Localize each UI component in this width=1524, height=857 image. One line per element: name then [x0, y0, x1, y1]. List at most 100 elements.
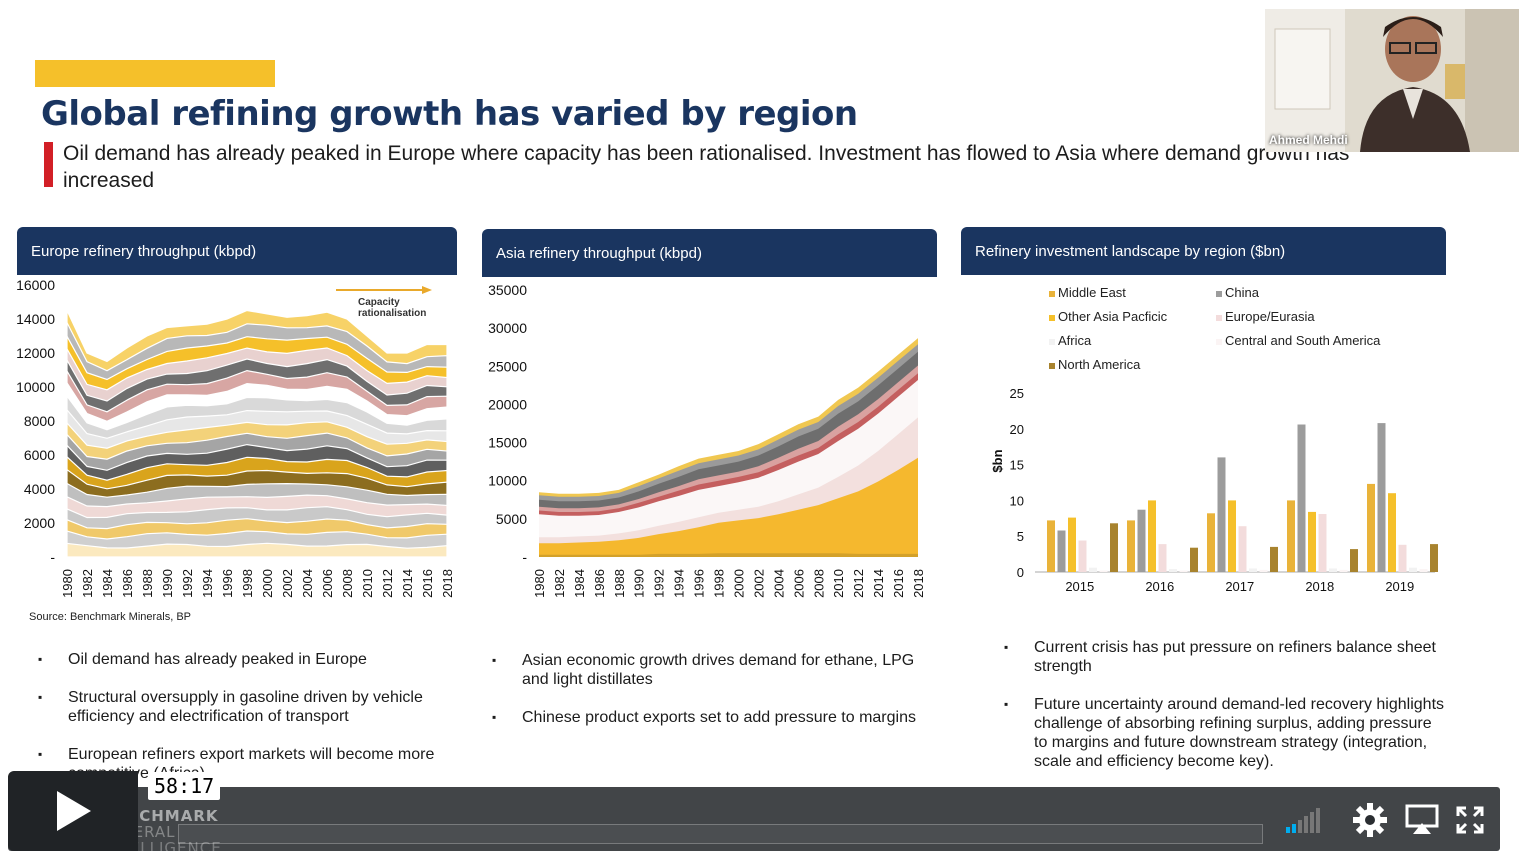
y-tick-label: 25	[1010, 386, 1024, 401]
fullscreen-icon[interactable]	[1455, 805, 1485, 835]
x-tick-label: 1996	[220, 569, 235, 598]
bullet-item: ▪ Current crisis has put pressure on refi…	[1004, 638, 1444, 676]
x-tick-label: 1988	[612, 569, 627, 598]
x-tick-label: 1992	[180, 569, 195, 598]
x-tick-label: 2002	[751, 569, 766, 598]
timestamp-tooltip: 58:17	[148, 772, 221, 800]
y-tick-label: 20000	[488, 396, 527, 412]
x-tick-label: 2000	[260, 569, 275, 598]
x-tick-label: 2016	[420, 569, 435, 598]
y-tick-label: 12000	[16, 345, 55, 361]
y-tick-label: 5000	[496, 511, 527, 527]
y-tick-label: 20	[1010, 422, 1024, 437]
legend-label: North America	[1058, 357, 1141, 372]
bar	[1339, 569, 1348, 572]
bar	[1228, 500, 1236, 572]
europe-throughput-chart: - 2000 4000 6000 8000 10000 12000 14000 16000 198…	[16, 277, 455, 598]
y-tick-label: 16000	[16, 277, 55, 293]
gear-icon[interactable]	[1352, 802, 1388, 838]
legend-swatch	[1049, 291, 1055, 297]
europe-panel-header: Europe refinery throughput (kbpd)	[17, 227, 457, 275]
x-tick-label: 2000	[731, 569, 746, 598]
x-tick-label: 2017	[1225, 579, 1254, 594]
x-tick-label: 2008	[811, 569, 826, 598]
control-bar: BENCHMARK MINERAL INTELLIGENCE	[8, 787, 1500, 857]
bar	[1148, 500, 1156, 572]
bullet-item: ▪ Future uncertainty around demand-led re…	[1004, 695, 1444, 771]
source-note: Source: Benchmark Minerals, BP	[29, 611, 192, 623]
bar	[1308, 511, 1316, 572]
bullet-text: Future uncertainty around demand-led rec…	[1034, 696, 1445, 770]
legend-swatch	[1049, 339, 1055, 345]
x-tick-label: 1994	[672, 569, 687, 598]
x-tick-label: 2014	[400, 569, 415, 598]
y-tick-label: 30000	[488, 320, 527, 336]
x-tick-label: 1988	[140, 569, 155, 598]
bullet-item: ▪ Oil demand has already peaked in Europe	[38, 650, 458, 669]
x-tick-label: 2004	[300, 569, 315, 598]
annotation-text: Capacity	[358, 297, 400, 308]
bar	[1190, 547, 1198, 572]
bar	[1078, 540, 1087, 572]
legend-label: Middle East	[1058, 285, 1126, 300]
x-tick-label: 1984	[572, 569, 587, 598]
x-tick-label: 1982	[552, 569, 567, 598]
y-axis-label: $bn	[990, 449, 1005, 472]
progress-track[interactable]	[178, 824, 1263, 844]
bar	[1137, 509, 1146, 572]
y-tick-label: 15000	[488, 435, 527, 451]
legend-swatch	[1216, 339, 1222, 345]
bar	[1318, 514, 1327, 572]
investment-bullets: ▪ Current crisis has put pressure on refi…	[1004, 638, 1444, 790]
bullet-text: Structural oversupply in gasoline driven…	[68, 689, 423, 725]
subtitle-marker	[44, 142, 53, 187]
airplay-icon[interactable]	[1405, 804, 1439, 836]
x-tick-label: 1980	[532, 569, 547, 598]
x-tick-label: 1990	[632, 569, 647, 598]
x-tick-label: 1992	[652, 569, 667, 598]
bar	[1249, 568, 1257, 572]
bar	[1238, 526, 1247, 572]
bullet-dot: ▪	[38, 747, 43, 761]
bullet-text: Chinese product exports set to add press…	[522, 709, 916, 726]
europe-panel-title: Europe refinery throughput (kbpd)	[31, 242, 257, 260]
y-tick-label: 35000	[488, 282, 527, 298]
bar	[1430, 544, 1438, 572]
bar	[1388, 493, 1396, 572]
play-button[interactable]	[8, 771, 138, 851]
bar	[1329, 568, 1337, 572]
speaker-webcam: Ahmed Mehdi	[1265, 9, 1519, 152]
x-tick-label: 1984	[100, 569, 115, 598]
x-tick-label: 1998	[240, 569, 255, 598]
legend-swatch	[1049, 315, 1055, 321]
asia-panel-header: Asia refinery throughput (kbpd)	[482, 229, 937, 277]
x-tick-label: 1982	[80, 569, 95, 598]
bar	[1068, 517, 1076, 572]
legend-label: Other Asia Pacficic	[1058, 309, 1168, 324]
bar	[1217, 457, 1226, 572]
legend-swatch	[1049, 363, 1055, 369]
bullet-dot: ▪	[1004, 640, 1009, 654]
bar	[1350, 549, 1358, 572]
area-series-layer	[539, 457, 918, 557]
x-tick-label: 2018	[1305, 579, 1334, 594]
y-tick-label: 10000	[16, 379, 55, 395]
bar	[1259, 569, 1268, 572]
annotation-text: rationalisation	[358, 308, 426, 319]
volume-icon[interactable]	[1286, 807, 1326, 835]
asia-throughput-chart: - 5000 10000 15000 20000 25000 30000 35000 1980 1…	[488, 282, 926, 598]
x-tick-label: 2006	[320, 569, 335, 598]
bar	[1270, 546, 1278, 572]
bullet-text: Current crisis has put pressure on refin…	[1034, 639, 1436, 675]
x-tick-label: 2012	[851, 569, 866, 598]
legend-label: Central and South America	[1225, 333, 1381, 348]
x-tick-label: 2002	[280, 569, 295, 598]
bullet-text: Oil demand has already peaked in Europe	[68, 651, 367, 668]
bullet-item: ▪ Chinese product exports set to add pres…	[492, 708, 932, 727]
legend-label: Europe/Eurasia	[1225, 309, 1315, 324]
bar	[1099, 570, 1108, 572]
bullet-dot: ▪	[492, 653, 497, 667]
investment-bar-chart: Middle East China Other Asia Pacficic Europ…	[990, 285, 1438, 594]
y-tick-label: 15	[1010, 458, 1024, 473]
asia-bullets: ▪ Asian economic growth drives demand for…	[492, 651, 932, 746]
